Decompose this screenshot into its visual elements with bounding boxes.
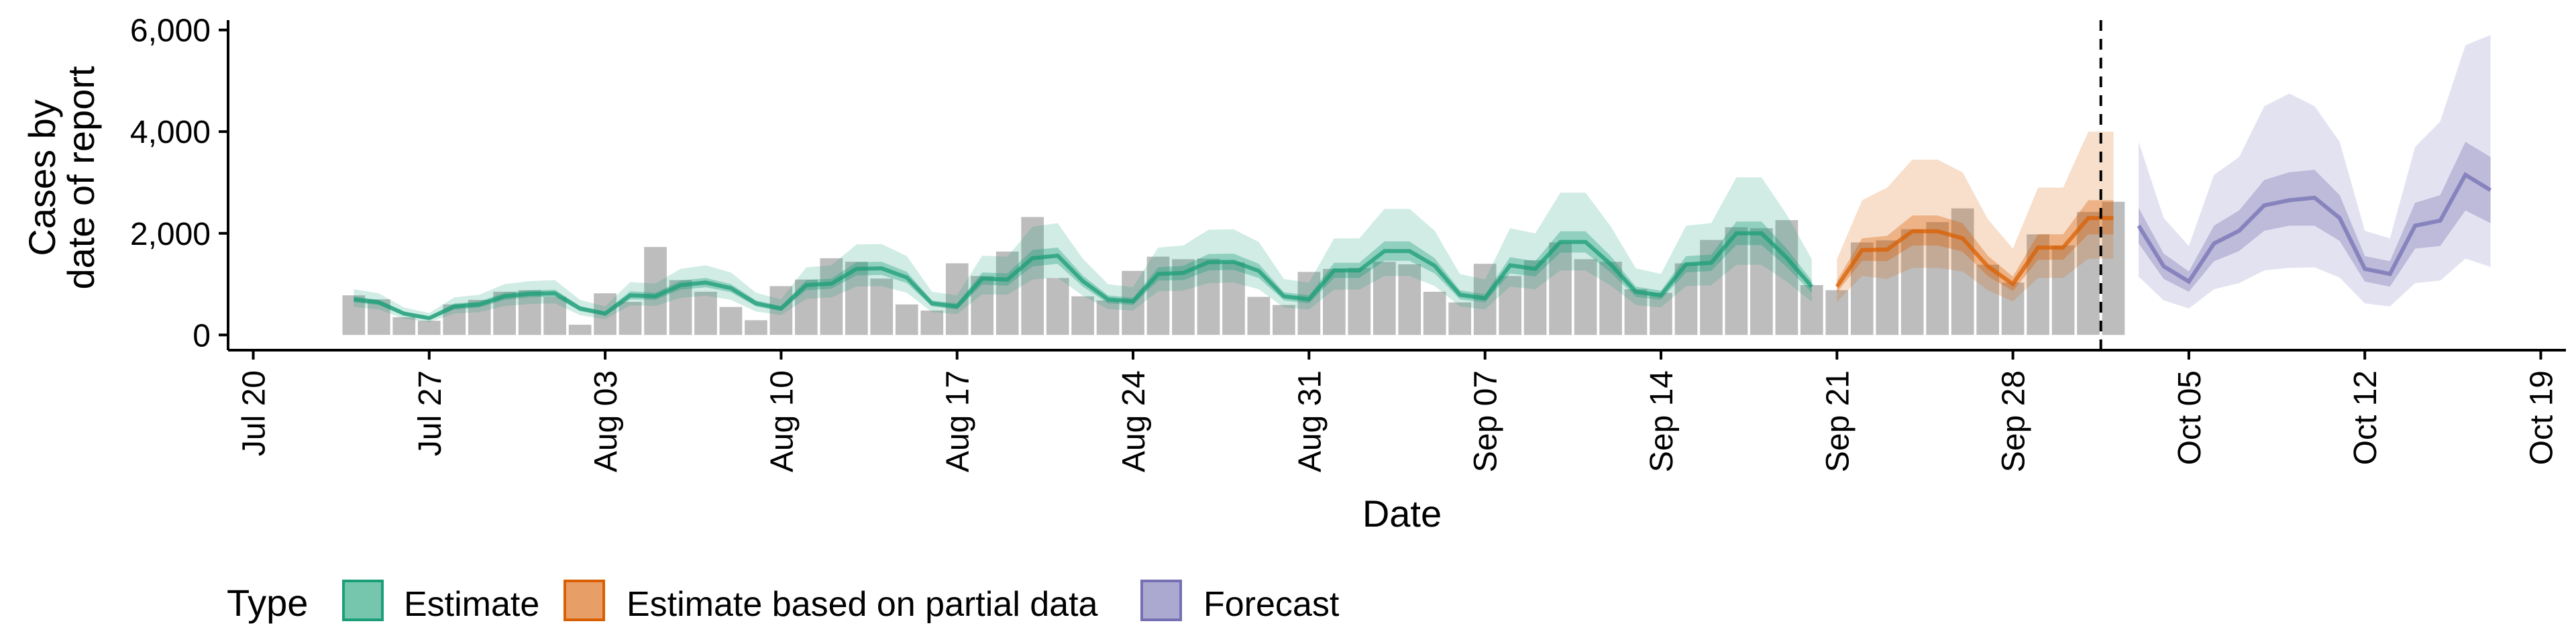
reported-cases-bar [1876,240,1899,335]
reported-cases-bar [1900,229,1924,335]
reported-cases-bar [1523,260,1547,335]
legend-label-partial: Estimate based on partial data [627,585,1098,624]
reported-cases-bar [795,279,818,335]
reported-cases-bar [1348,268,1371,335]
x-tick-label: Aug 03 [588,370,624,472]
reported-cases-bar [870,278,894,335]
y-tick-label: 4,000 [130,115,211,150]
reported-cases-bar [719,307,743,335]
reported-cases-bar [1423,291,1446,335]
reported-cases-bar [543,297,566,335]
reported-cases-bar [996,252,1019,335]
x-tick-label: Sep 28 [1996,370,2032,472]
legend: Type Estimate Estimate based on partial … [227,580,1340,624]
legend-key-partial [564,580,605,621]
y-axis-title-line-1: Cases by [21,99,63,256]
reported-cases-bar [1071,296,1094,335]
reported-cases-bar [417,321,441,335]
reported-cases-bar [1373,262,1396,335]
legend-label-estimate: Estimate [404,585,539,624]
estimate-based-on-partial-data-median-line [1835,216,2114,288]
reported-cases-bar [1021,217,1044,335]
reported-cases-bar [1750,228,1773,335]
reported-cases-bar [920,310,944,335]
reported-cases-bar [1775,220,1799,335]
reported-cases-bar [1951,208,1974,335]
legend-title: Type [227,582,308,624]
reported-cases-bar [2077,211,2100,335]
reported-cases-bar [820,258,843,335]
y-tick-label: 6,000 [130,13,211,49]
x-tick-label: Aug 24 [1116,370,1152,472]
reported-cases-bar [1650,292,1672,335]
reported-cases-bar [2051,245,2075,335]
reported-cases-bar [1976,264,1999,335]
reported-cases-bar [1297,272,1321,335]
forecast-band-90 [2139,35,2491,309]
x-tick-label: Oct 19 [2524,370,2560,465]
x-axis-title: Date [1362,492,1442,535]
reported-cases-bar [1448,302,1471,335]
y-axis-title: Cases by date of report [21,66,102,290]
reported-cases-bar [745,320,767,335]
x-tick-label: Aug 10 [764,370,800,472]
reported-cases-bar [1247,297,1271,335]
reported-cases-bar [1096,300,1120,335]
median-lines [354,172,2492,321]
reported-cases-bar [1624,289,1648,335]
legend-label-forecast: Forecast [1203,585,1340,624]
estimate-band-50 [354,221,1812,320]
x-axis-ticks: Jul 20 Jul 27 Aug 03 Aug 10 Aug 17 Aug 24 Aug … [237,350,2560,472]
reported-cases-bar [1273,305,1295,335]
y-tick-label: 2,000 [130,217,211,252]
x-tick-label: Oct 12 [2348,370,2383,465]
legend-key-forecast [1140,580,1182,621]
reported-cases-bar [1146,256,1170,335]
x-tick-label: Sep 21 [1820,370,1856,472]
reported-cases-bar [1222,262,1245,335]
x-tick-label: Jul 27 [413,370,448,456]
reported-cases-bar [2001,282,2025,335]
reported-cases-bar [2102,201,2125,335]
reported-cases-bar [1825,290,1849,335]
legend-key-estimate [342,580,384,621]
reported-cases-bar [1549,242,1572,335]
reported-cases-bar [568,325,592,335]
reported-cases-bar [1197,258,1220,335]
reported-cases-bar [518,290,541,335]
reported-cases-bar [1398,264,1421,335]
reported-cases-bar [1574,259,1597,335]
reported-cases-bar [1046,278,1069,335]
forecast-median-line [2137,172,2492,284]
reported-cases-bar [1800,285,1823,335]
x-tick-label: Aug 17 [941,370,976,472]
reported-cases-bar [1499,276,1521,335]
y-tick-label: 0 [193,318,211,354]
x-tick-label: Oct 05 [2172,370,2208,465]
forecast-band-50 [2139,142,2491,292]
estimate-based-on-partial-data-band-50 [1837,200,2114,293]
x-tick-label: Jul 20 [237,370,272,456]
y-axis-ticks: 0 2,000 4,000 6,000 [130,13,228,354]
x-tick-label: Aug 31 [1292,370,1328,472]
reported-cases-bar [619,302,642,335]
estimate-median-line [354,231,1814,321]
x-tick-label: Sep 07 [1468,370,1504,472]
reported-cases-bar [694,291,717,335]
reported-cases-bar [1926,222,1949,335]
estimate-bands [354,35,2491,323]
estimate-based-on-partial-data-band-90 [1837,131,2114,302]
reported-cases-bar [392,317,416,335]
reported-cases-bar [895,304,918,335]
x-tick-label: Sep 14 [1644,370,1680,472]
reported-cases-bars [342,201,2125,335]
y-axis-title-line-2: date of report [60,66,102,290]
